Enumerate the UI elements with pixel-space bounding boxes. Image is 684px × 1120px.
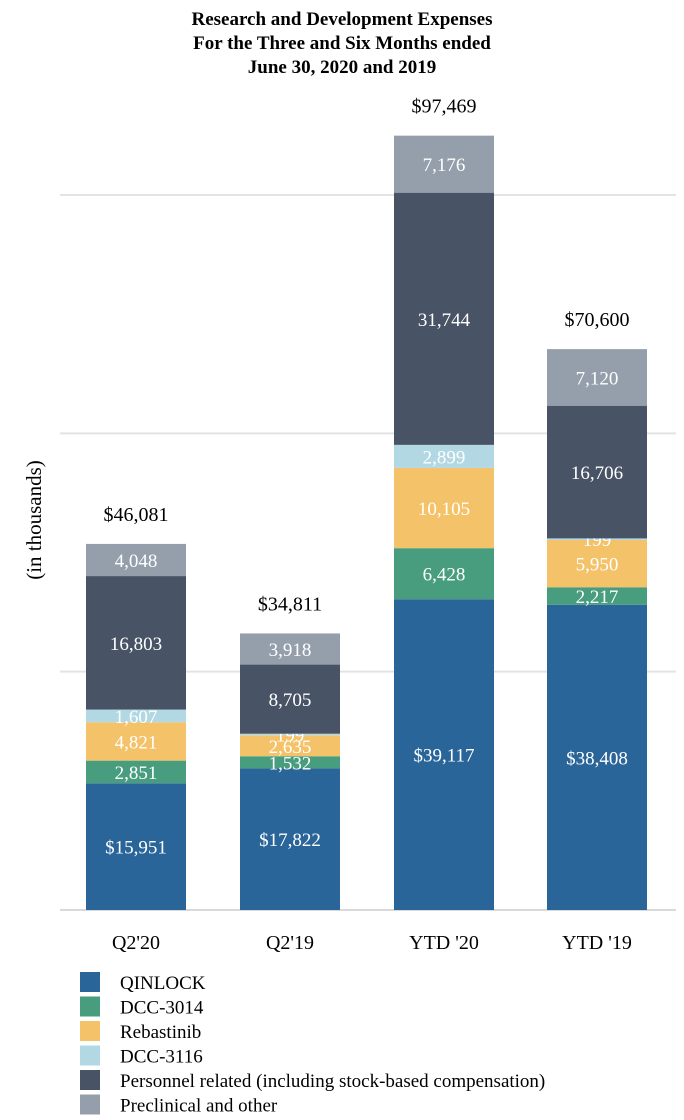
data-label: 2,635: [269, 737, 312, 758]
bar-stack: $39,117 6,428 10,105 2,899 31,744 7,176 $97,46…: [394, 96, 494, 910]
bar-segment: [240, 768, 340, 910]
legend-swatch: [80, 972, 100, 992]
data-label: 2,851: [115, 763, 158, 784]
bar-segment: [394, 599, 494, 910]
bar-segment: [547, 349, 647, 406]
legend-swatch: [80, 996, 100, 1017]
legend-item: DCC-3116: [80, 1045, 203, 1068]
title-line: For the Three and Six Months ended: [193, 33, 491, 54]
bar-segment: [394, 467, 494, 549]
data-label: 1,607: [115, 707, 158, 728]
bar-segment: [86, 543, 186, 577]
legend-item: Preclinical and other: [80, 1094, 278, 1117]
bar-segment: [240, 633, 340, 665]
legend-label: Preclinical and other: [120, 1096, 278, 1117]
chart-title: Research and Development Expenses For the…: [191, 9, 492, 78]
data-label: 31,744: [418, 310, 471, 331]
data-label: 3,918: [269, 640, 312, 661]
bar-segment: [240, 756, 340, 769]
bar-segment: [86, 760, 186, 784]
data-label: 10,105: [418, 499, 470, 520]
data-label: $38,408: [566, 748, 628, 769]
data-label: 1,532: [269, 753, 312, 774]
data-label: 2,217: [576, 587, 619, 608]
data-label: 6,428: [423, 565, 466, 586]
legend-swatch: [80, 1045, 100, 1066]
title-line: Research and Development Expenses: [191, 9, 492, 30]
x-tick-label: YTD '19: [562, 932, 632, 954]
data-label: 2,899: [423, 447, 466, 468]
legend-item: Rebastinib: [80, 1021, 201, 1043]
data-label: 5,950: [576, 555, 619, 576]
bar-segment: [86, 576, 186, 710]
legend-item: DCC-3014: [80, 996, 204, 1019]
y-axis-label: (in thousands): [22, 460, 46, 580]
bar-segment: [394, 192, 494, 445]
data-label: $17,822: [259, 830, 321, 851]
data-label: $15,951: [105, 838, 167, 859]
bar-segment: [547, 539, 647, 588]
data-label: 8,705: [269, 690, 312, 711]
bar-segment: [240, 664, 340, 734]
legend: QINLOCK DCC-3014 Rebastinib DCC-3116 Personn…: [80, 972, 545, 1117]
legend-swatch: [80, 1070, 100, 1090]
data-label: 4,821: [115, 732, 158, 753]
title-line: June 30, 2020 and 2019: [248, 57, 436, 78]
legend-label: DCC-3014: [120, 998, 204, 1019]
bar-segment: [547, 604, 647, 910]
legend-label: Personnel related (including stock-based…: [120, 1071, 545, 1092]
bar-segment: [394, 135, 494, 193]
total-label: $34,811: [258, 593, 322, 615]
legend-item: Personnel related (including stock-based…: [80, 1070, 545, 1092]
x-tick-label: YTD '20: [409, 932, 479, 954]
data-label: 7,176: [423, 155, 466, 176]
bar-segment: [547, 538, 647, 540]
total-label: $97,469: [412, 96, 477, 118]
bar-segment: [86, 722, 186, 761]
data-label: 16,706: [571, 463, 623, 484]
data-label: 16,803: [110, 634, 162, 655]
bar-segment: [86, 709, 186, 723]
legend-label: DCC-3116: [120, 1047, 203, 1068]
bar-segment: [394, 548, 494, 600]
x-axis-ticks: Q2'20 Q2'19 YTD '20 YTD '19: [112, 932, 632, 954]
bar-segment: [394, 444, 494, 468]
bar-stacks: $15,951 2,851 4,821 1,607 16,803 4,048 $46,081…: [86, 96, 647, 910]
bar-segment: [86, 783, 186, 910]
bar-segment: [547, 405, 647, 539]
bar-segment: [240, 733, 340, 736]
bar-stack: $15,951 2,851 4,821 1,607 16,803 4,048 $46,081: [86, 504, 186, 910]
data-label: $39,117: [413, 746, 474, 767]
data-label: 7,120: [576, 368, 619, 389]
x-tick-label: Q2'20: [112, 932, 160, 954]
legend-swatch: [80, 1094, 100, 1115]
bar-segment: [240, 735, 340, 757]
data-label: 4,048: [115, 551, 158, 572]
legend-swatch: [80, 1021, 100, 1041]
total-label: $70,600: [565, 309, 630, 331]
bar-segment: [547, 587, 647, 605]
legend-label: Rebastinib: [120, 1022, 201, 1043]
total-label: $46,081: [104, 504, 169, 526]
legend-item: QINLOCK: [80, 972, 206, 994]
x-tick-label: Q2'19: [266, 932, 314, 954]
legend-label: QINLOCK: [120, 973, 206, 994]
